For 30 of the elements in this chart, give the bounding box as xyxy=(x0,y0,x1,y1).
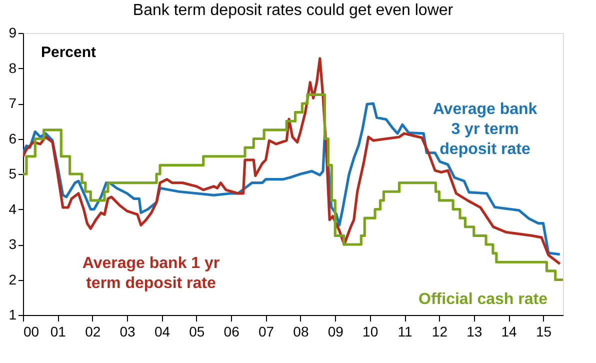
x-tick-label: 00 xyxy=(24,324,40,340)
x-tick-label: 13 xyxy=(466,324,482,340)
y-tick-label: 5 xyxy=(8,166,17,182)
y-tick-label: 2 xyxy=(8,271,17,288)
x-tick-label: 15 xyxy=(536,324,552,340)
x-tick-label: 03 xyxy=(120,324,136,340)
y-tick-label: 3 xyxy=(8,236,17,252)
series-label: Average bank 3 yr term deposit rate xyxy=(432,101,538,158)
chart-title: Bank term deposit rates could get even lower xyxy=(132,2,454,19)
x-tick-label: 11 xyxy=(398,324,412,340)
y-tick-label: 9 xyxy=(8,24,17,40)
series-label: Official cash rate xyxy=(418,291,548,308)
y-tick-label: 6 xyxy=(8,130,17,146)
x-tick-label: 07 xyxy=(258,324,274,340)
x-tick-label: 04 xyxy=(154,324,170,340)
y-tick-label: 1 xyxy=(8,306,17,322)
x-tick-label: 02 xyxy=(85,324,101,340)
x-tick-label: 10 xyxy=(362,324,378,340)
x-tick-label: 06 xyxy=(224,324,240,340)
y-tick-label: 8 xyxy=(8,60,17,76)
x-tick-label: 14 xyxy=(501,324,518,340)
y-axis-title: Percent xyxy=(41,44,96,61)
series-label: Average bank 1 yr term deposit rate xyxy=(82,255,220,292)
x-tick-label: 08 xyxy=(293,324,309,340)
x-tick-label: 12 xyxy=(432,324,448,340)
x-tick-label: 05 xyxy=(189,324,205,340)
x-tick-label: 01 xyxy=(50,324,66,340)
y-tick-label: 4 xyxy=(8,200,17,217)
x-tick-label: 09 xyxy=(328,324,344,340)
y-tick-label: 7 xyxy=(8,95,17,111)
